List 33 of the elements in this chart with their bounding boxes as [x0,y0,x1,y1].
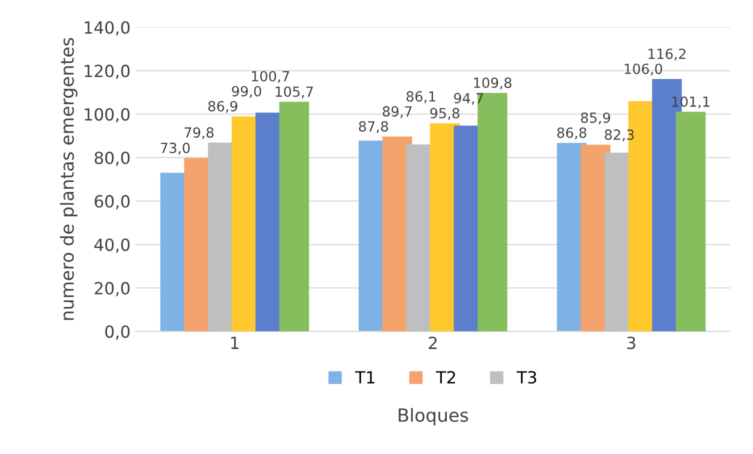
y-tick-label: 120,0 [84,64,130,79]
data-label: 86,8 [557,127,586,140]
y-tick-label: 60,0 [94,195,130,210]
y-tick-label: 20,0 [94,282,130,296]
data-label: 116,2 [648,48,686,61]
y-axis-title: numero de plantas emergentes [60,38,78,320]
data-label: 86,1 [406,91,436,104]
legend-label: T2 [436,371,456,384]
bar [676,112,706,332]
y-tick-label: 0,0 [105,325,130,340]
legend-label: T1 [355,371,374,384]
x-axis-title: Bloques [398,408,468,426]
data-label: 100,7 [252,70,290,83]
x-tick-label: 1 [231,336,238,349]
bar [279,102,310,332]
data-label: 85,9 [581,112,610,124]
data-label: 105,7 [276,86,313,98]
y-tick-label: 140,0 [84,21,130,36]
data-label: 99,0 [232,86,262,98]
y-tick-label: 100,0 [84,108,130,122]
x-tick-label: 3 [627,336,636,350]
data-label: 87,8 [358,121,388,134]
y-tick-label: 80,0 [94,152,130,166]
data-label: 73,0 [160,142,190,155]
data-label: 79,8 [184,127,214,140]
data-label: 106,0 [624,64,662,76]
legend-label: T3 [516,371,536,384]
y-tick-label: 40,0 [94,238,130,253]
data-label: 86,9 [208,100,238,113]
data-label: 95,8 [430,108,460,120]
data-label: 89,7 [382,106,412,118]
x-tick-label: 2 [428,336,437,349]
data-label: 109,8 [474,77,512,90]
